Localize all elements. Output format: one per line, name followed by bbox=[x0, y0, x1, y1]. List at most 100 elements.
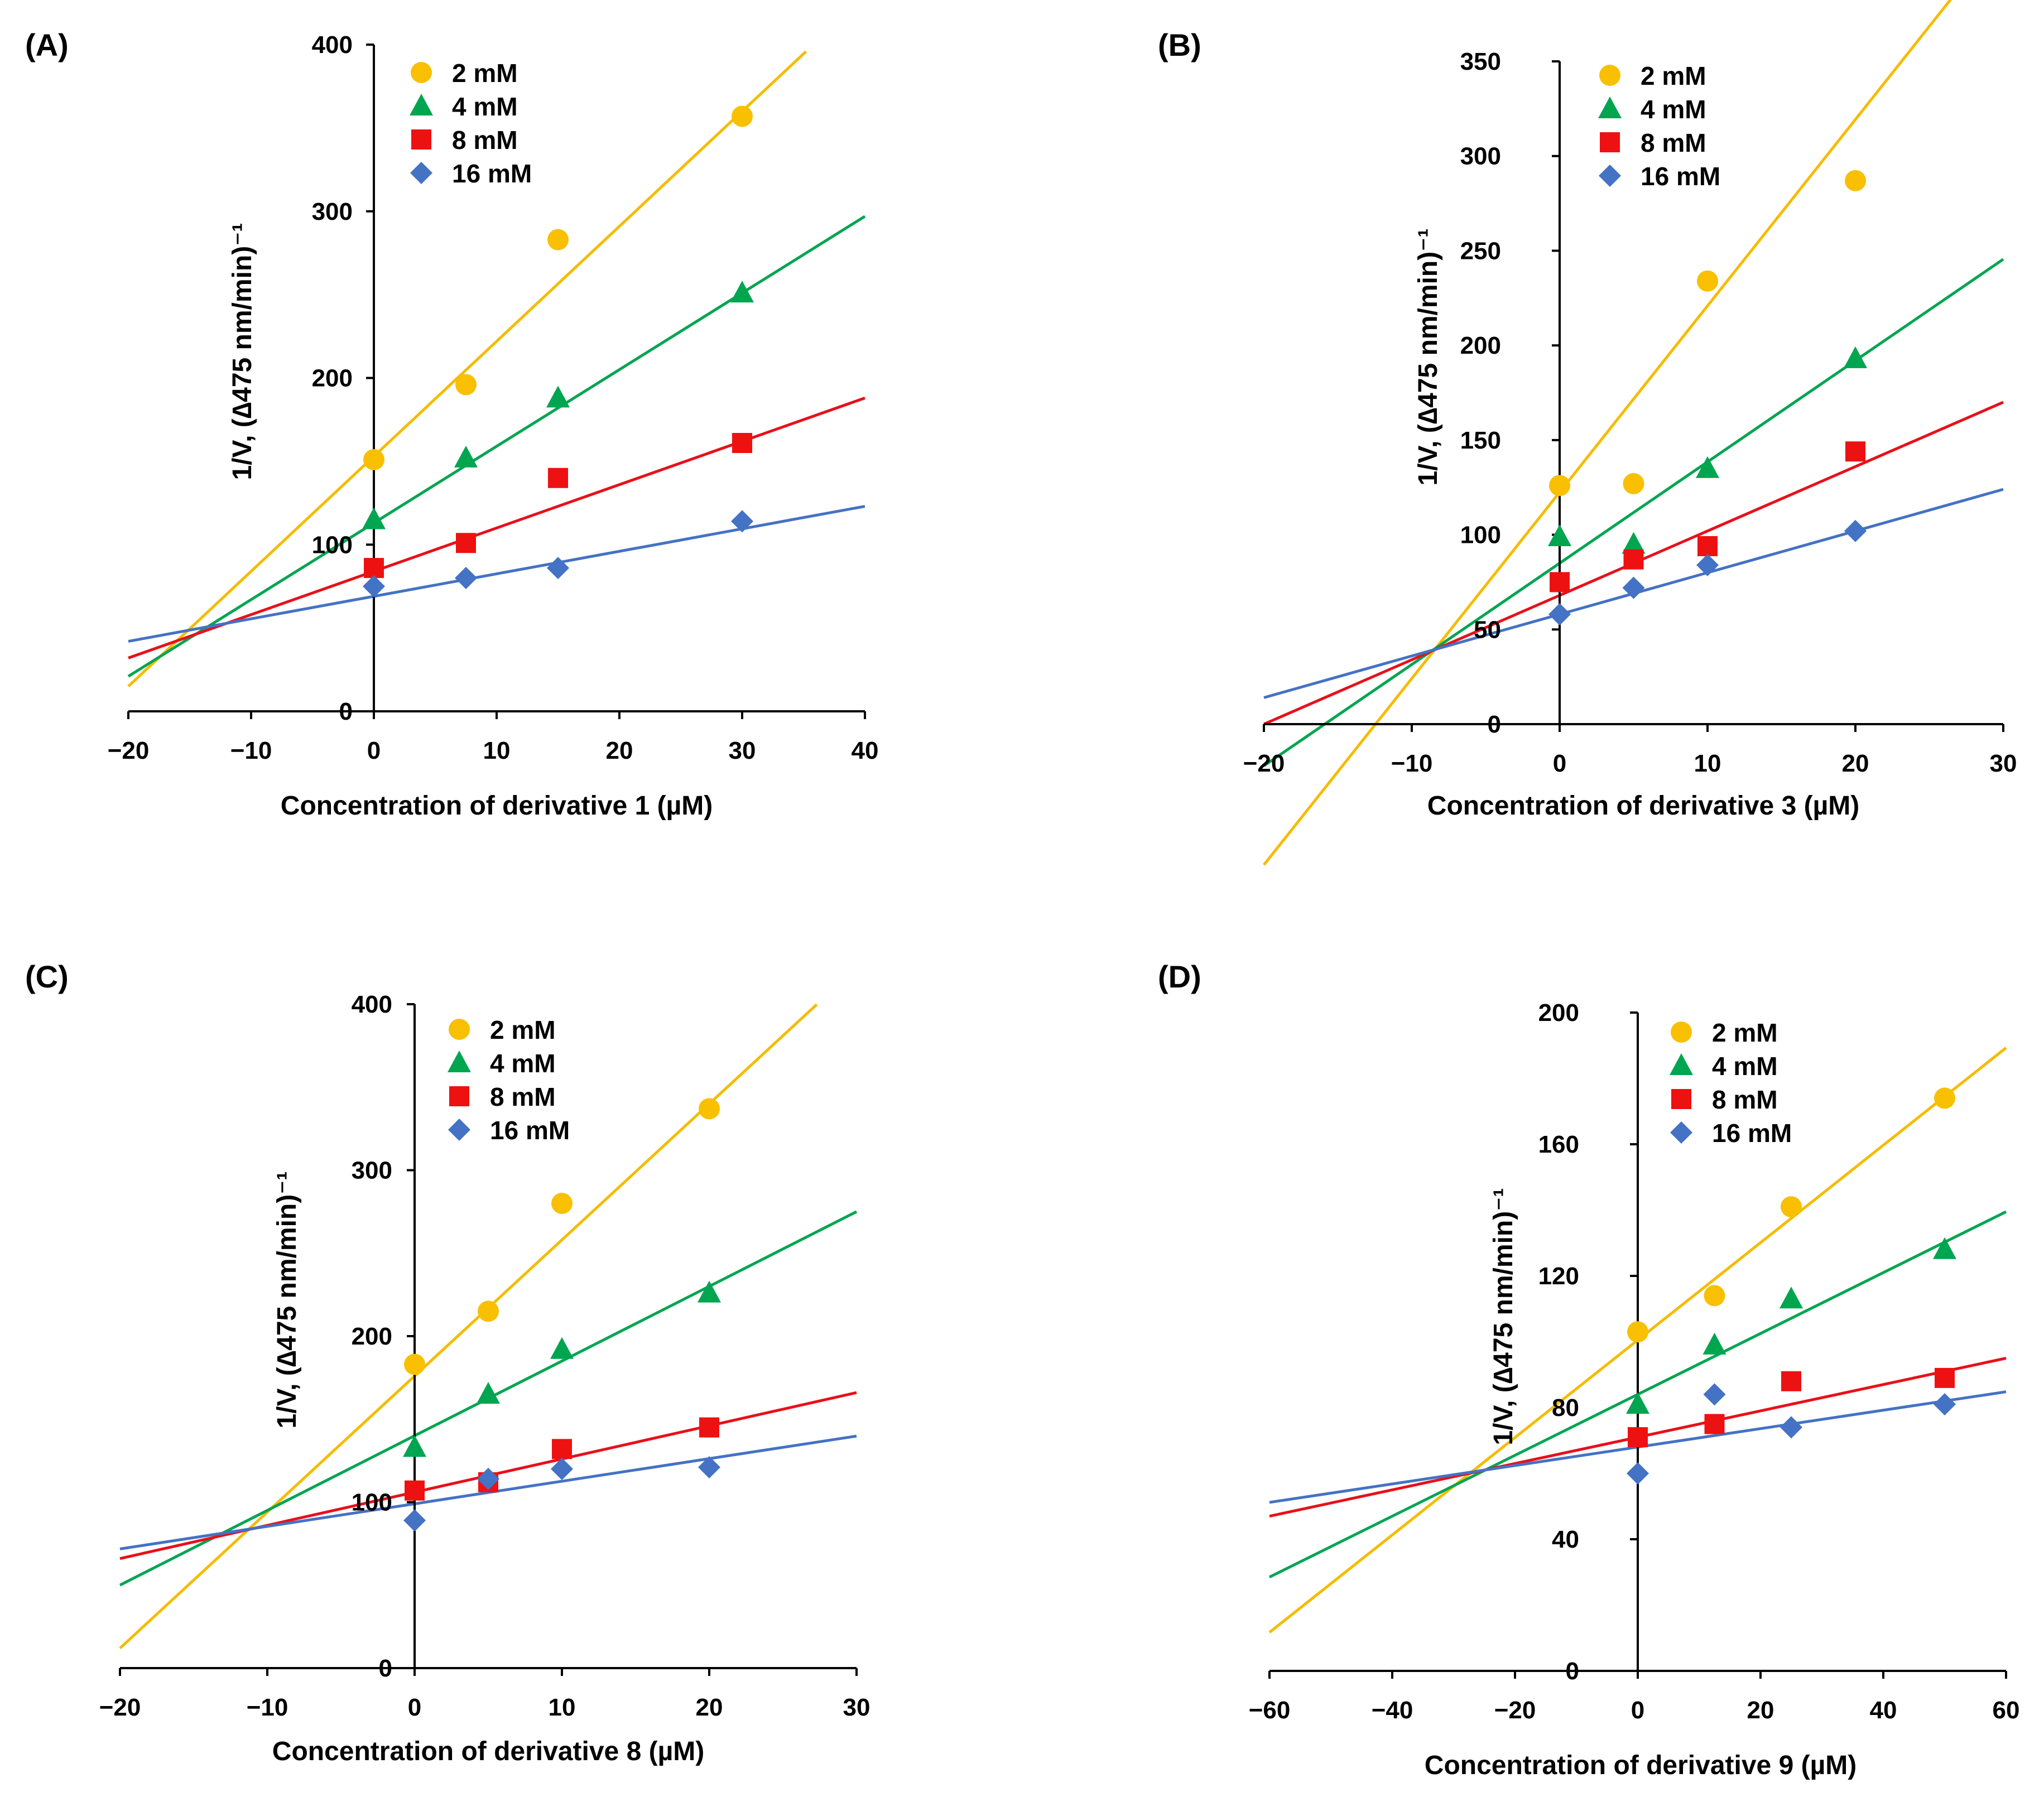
legend-marker-16mm bbox=[410, 162, 432, 184]
legend-label: 8 mM bbox=[1712, 1085, 1778, 1114]
data-point-4mm bbox=[454, 445, 478, 468]
data-point-16mm bbox=[1934, 1393, 1956, 1416]
y-tick-label: 100 bbox=[1460, 522, 1501, 549]
legend-label: 8 mM bbox=[490, 1082, 556, 1111]
legend-label: 16 mM bbox=[452, 159, 532, 188]
data-point-8mm bbox=[1697, 536, 1718, 556]
x-tick-label: −10 bbox=[230, 737, 272, 764]
data-point-8mm bbox=[1781, 1371, 1801, 1391]
legend-label: 2 mM bbox=[490, 1015, 556, 1044]
x-tick-label: 30 bbox=[729, 737, 756, 764]
x-axis-title: Concentration of derivative 1 (µM) bbox=[281, 791, 713, 821]
data-point-2mm bbox=[1934, 1087, 1955, 1109]
y-tick-label: 50 bbox=[1474, 616, 1501, 643]
data-point-16mm bbox=[455, 567, 477, 589]
data-point-2mm bbox=[1549, 475, 1570, 497]
x-tick-label: 0 bbox=[1631, 1697, 1644, 1724]
data-point-8mm bbox=[1550, 572, 1570, 592]
data-point-4mm bbox=[1696, 456, 1719, 478]
data-point-16mm bbox=[1844, 519, 1867, 542]
y-tick-label: 300 bbox=[312, 198, 353, 225]
fit-line-4mm bbox=[1263, 258, 2004, 767]
legend-label: 2 mM bbox=[1641, 61, 1706, 90]
data-point-16mm bbox=[547, 557, 569, 580]
legend-label: 2 mM bbox=[452, 59, 518, 88]
legend-marker-2mm bbox=[411, 62, 432, 83]
y-tick-label: 150 bbox=[1460, 427, 1501, 454]
data-point-16mm bbox=[363, 575, 385, 598]
x-axis-title: Concentration of derivative 8 (µM) bbox=[272, 1737, 704, 1766]
x-tick-label: −20 bbox=[108, 737, 150, 764]
x-tick-label: −20 bbox=[1494, 1697, 1536, 1724]
data-point-2mm bbox=[732, 105, 753, 127]
data-point-2mm bbox=[1627, 1321, 1648, 1343]
data-point-8mm bbox=[1623, 549, 1644, 570]
data-point-2mm bbox=[699, 1098, 720, 1120]
legend-marker-4mm bbox=[410, 94, 433, 115]
legend-label: 4 mM bbox=[1712, 1052, 1778, 1081]
data-point-8mm bbox=[1845, 441, 1865, 462]
legend-label: 2 mM bbox=[1712, 1018, 1778, 1047]
x-axis-title: Concentration of derivative 3 (µM) bbox=[1427, 791, 1859, 821]
x-tick-label: 20 bbox=[606, 737, 633, 764]
data-point-8mm bbox=[548, 468, 568, 488]
data-point-8mm bbox=[1628, 1427, 1648, 1448]
panel-label: (C) bbox=[25, 959, 69, 994]
y-tick-label: 0 bbox=[1566, 1658, 1579, 1685]
legend-label: 8 mM bbox=[452, 126, 518, 155]
x-tick-label: 30 bbox=[1990, 750, 2017, 777]
data-point-2mm bbox=[1845, 170, 1866, 191]
data-point-4mm bbox=[1844, 346, 1867, 368]
data-point-8mm bbox=[364, 558, 384, 579]
x-axis-title: Concentration of derivative 9 (µM) bbox=[1425, 1751, 1857, 1780]
x-tick-label: −60 bbox=[1249, 1697, 1291, 1724]
data-point-4mm bbox=[730, 281, 754, 303]
legend-marker-8mm bbox=[449, 1086, 469, 1106]
x-tick-label: 0 bbox=[1553, 750, 1566, 777]
data-point-2mm bbox=[455, 374, 477, 396]
x-tick-label: 10 bbox=[1694, 750, 1721, 777]
y-axis-title: 1/V, (∆475 nm/min)⁻¹ bbox=[228, 223, 257, 480]
y-tick-label: 120 bbox=[1538, 1263, 1579, 1290]
data-point-8mm bbox=[405, 1480, 425, 1501]
data-point-16mm bbox=[551, 1458, 573, 1480]
x-tick-label: −20 bbox=[99, 1694, 141, 1721]
data-point-2mm bbox=[363, 449, 384, 470]
y-axis-title: 1/V, (∆475 nm/min)⁻¹ bbox=[272, 1171, 302, 1428]
x-tick-label: 0 bbox=[408, 1694, 421, 1721]
legend-marker-4mm bbox=[448, 1051, 471, 1072]
y-tick-label: 0 bbox=[339, 698, 353, 725]
fit-line-2mm bbox=[127, 50, 807, 688]
y-tick-label: 350 bbox=[1460, 48, 1501, 75]
data-point-4mm bbox=[550, 1337, 574, 1359]
x-tick-label: 20 bbox=[696, 1694, 723, 1721]
legend-label: 4 mM bbox=[452, 92, 518, 121]
x-tick-label: −10 bbox=[1391, 750, 1433, 777]
x-tick-label: 0 bbox=[367, 737, 381, 764]
data-point-16mm bbox=[1703, 1383, 1726, 1406]
legend-marker-8mm bbox=[411, 129, 431, 150]
y-tick-label: 200 bbox=[1538, 999, 1579, 1027]
legend-marker-16mm bbox=[1670, 1121, 1692, 1144]
legend-marker-4mm bbox=[1598, 97, 1622, 118]
legend-marker-4mm bbox=[1670, 1053, 1693, 1075]
data-point-8mm bbox=[1704, 1414, 1725, 1434]
y-tick-label: 40 bbox=[1552, 1526, 1579, 1553]
legend-marker-16mm bbox=[448, 1119, 470, 1141]
data-point-16mm bbox=[477, 1467, 499, 1490]
data-point-8mm bbox=[699, 1417, 719, 1438]
legend-marker-2mm bbox=[1671, 1022, 1692, 1043]
data-point-2mm bbox=[547, 229, 569, 250]
data-point-4mm bbox=[698, 1280, 721, 1303]
data-point-4mm bbox=[546, 386, 570, 408]
y-tick-label: 400 bbox=[312, 31, 353, 59]
y-tick-label: 300 bbox=[352, 1157, 392, 1184]
data-point-4mm bbox=[1622, 532, 1646, 554]
x-tick-label: −10 bbox=[247, 1694, 288, 1721]
y-tick-label: 100 bbox=[312, 531, 353, 558]
fit-line-2mm bbox=[1263, 0, 1952, 866]
data-point-2mm bbox=[478, 1300, 499, 1322]
data-point-2mm bbox=[551, 1193, 573, 1214]
